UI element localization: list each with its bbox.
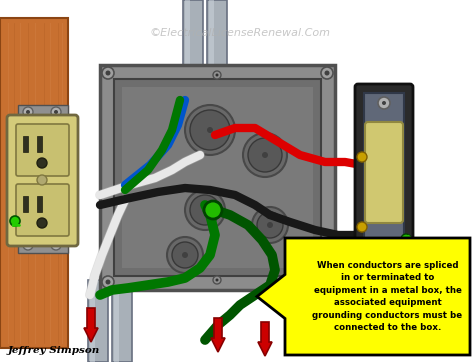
Bar xyxy=(18,238,68,253)
Circle shape xyxy=(37,175,47,185)
Circle shape xyxy=(202,207,208,213)
Bar xyxy=(100,65,335,290)
Text: Jeffrey Simpson: Jeffrey Simpson xyxy=(8,346,100,355)
Circle shape xyxy=(54,243,58,247)
Circle shape xyxy=(325,279,329,285)
Bar xyxy=(122,87,313,268)
Circle shape xyxy=(321,67,333,79)
Circle shape xyxy=(378,245,390,257)
Circle shape xyxy=(357,152,367,162)
FancyBboxPatch shape xyxy=(16,124,69,176)
Circle shape xyxy=(325,71,329,76)
Circle shape xyxy=(51,240,61,250)
Bar xyxy=(23,196,28,212)
Circle shape xyxy=(182,252,188,258)
Circle shape xyxy=(37,158,47,168)
Circle shape xyxy=(252,207,288,243)
Circle shape xyxy=(23,240,33,250)
Circle shape xyxy=(26,243,30,247)
Circle shape xyxy=(23,107,33,117)
Bar xyxy=(37,196,42,212)
Bar xyxy=(364,93,404,261)
FancyBboxPatch shape xyxy=(16,184,69,236)
Circle shape xyxy=(26,110,30,114)
Bar xyxy=(209,0,214,100)
Bar xyxy=(114,280,119,362)
Circle shape xyxy=(257,212,283,238)
Circle shape xyxy=(248,138,282,172)
Circle shape xyxy=(382,249,386,253)
Circle shape xyxy=(213,276,221,284)
FancyArrow shape xyxy=(211,318,225,352)
Circle shape xyxy=(243,133,287,177)
Bar xyxy=(185,0,190,100)
Circle shape xyxy=(216,278,219,282)
Polygon shape xyxy=(257,238,470,355)
Circle shape xyxy=(102,67,114,79)
Circle shape xyxy=(262,152,268,158)
Circle shape xyxy=(102,276,114,288)
Circle shape xyxy=(37,218,47,228)
Circle shape xyxy=(204,201,222,219)
FancyBboxPatch shape xyxy=(7,115,78,246)
Circle shape xyxy=(106,279,110,285)
Bar xyxy=(112,280,132,362)
Circle shape xyxy=(321,276,333,288)
Bar xyxy=(183,0,203,100)
Bar xyxy=(18,105,68,120)
FancyBboxPatch shape xyxy=(365,122,403,223)
Bar xyxy=(90,280,95,362)
Circle shape xyxy=(267,222,273,228)
Circle shape xyxy=(10,216,20,226)
FancyArrow shape xyxy=(258,322,272,356)
Bar xyxy=(207,0,227,100)
Circle shape xyxy=(185,105,235,155)
Circle shape xyxy=(378,97,390,109)
Text: ©ElectricalLicenseRenewal.Com: ©ElectricalLicenseRenewal.Com xyxy=(149,28,330,38)
Circle shape xyxy=(172,242,198,268)
FancyBboxPatch shape xyxy=(355,84,413,270)
FancyArrow shape xyxy=(84,308,98,342)
Circle shape xyxy=(54,110,58,114)
Bar xyxy=(114,79,321,276)
Circle shape xyxy=(190,110,230,150)
Bar xyxy=(88,280,108,362)
Circle shape xyxy=(357,222,367,232)
Circle shape xyxy=(51,107,61,117)
Circle shape xyxy=(167,237,203,273)
Circle shape xyxy=(190,195,220,225)
Circle shape xyxy=(106,71,110,76)
Bar xyxy=(0,18,68,348)
Text: When conductors are spliced
in or terminated to
equipment in a metal box, the
as: When conductors are spliced in or termin… xyxy=(312,261,463,332)
Circle shape xyxy=(213,71,221,79)
Circle shape xyxy=(401,234,411,244)
Circle shape xyxy=(185,190,225,230)
Circle shape xyxy=(207,127,213,133)
Bar xyxy=(23,136,28,152)
Bar xyxy=(37,136,42,152)
Circle shape xyxy=(382,101,386,105)
Circle shape xyxy=(216,73,219,76)
